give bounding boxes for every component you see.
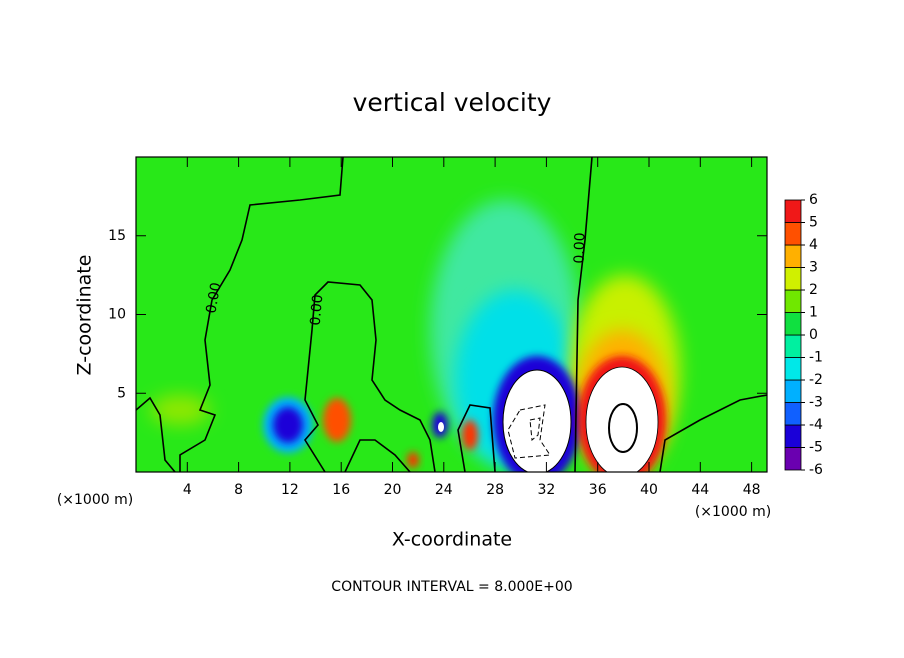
contour-interval: CONTOUR INTERVAL = 8.000E+00 (331, 579, 572, 595)
colorbar-tick-label: 6 (809, 192, 818, 208)
colorbar-tick-label: 3 (809, 260, 818, 276)
x-tick-label: 48 (743, 482, 761, 498)
colorbar-box (784, 357, 802, 381)
x-axis-title: X-coordinate (392, 529, 512, 551)
contour-labels: 0.00 0.00 0.00 (203, 232, 588, 326)
colorbar-tick-label: 1 (809, 305, 818, 321)
colorbar-tick-label: -5 (809, 440, 823, 456)
y-tick-label: 10 (108, 307, 126, 323)
colorbar-box (784, 379, 802, 403)
x-tick-label: 40 (640, 482, 658, 498)
x-tick-label: 8 (234, 482, 243, 498)
x-tick-label: 36 (589, 482, 607, 498)
y-tick-label: 5 (117, 385, 126, 401)
colorbar-box (784, 334, 802, 358)
contour-label: 0.00 (203, 281, 224, 314)
colorbar-box (784, 424, 802, 448)
y-axis-title: Z-coordinate (74, 255, 96, 376)
colorbar-tick-label: -3 (809, 395, 823, 411)
y-tick-label: 15 (108, 228, 126, 244)
x-tick-label: 12 (281, 482, 299, 498)
x-tick-label: 16 (332, 482, 350, 498)
x-tick-label: 32 (537, 482, 555, 498)
x-tick-label: 24 (435, 482, 453, 498)
unit-label: (×1000 m) (57, 492, 133, 508)
colorbar-tick-label: -2 (809, 372, 823, 388)
colorbar-box (784, 222, 802, 246)
contour-label: 0.00 (308, 294, 327, 326)
colorbar-box (784, 199, 802, 223)
x-tick-label: 20 (384, 482, 402, 498)
colorbar-tick-label: 5 (809, 215, 818, 231)
colorbar-tick-label: -6 (809, 462, 823, 478)
chart-title: vertical velocity (353, 88, 552, 117)
colorbar-tick-label: 0 (809, 327, 818, 343)
colorbar-tick-label: 4 (809, 237, 818, 253)
colorbar-box (784, 402, 802, 426)
unit-label: (×1000 m) (695, 504, 771, 520)
contour-label: 0.00 (571, 232, 588, 264)
field (136, 157, 767, 472)
x-tick-label: 4 (183, 482, 192, 498)
colorbar-tick-label: -4 (809, 417, 823, 433)
colorbar-tick-label: -1 (809, 350, 823, 366)
colorbar-box (784, 267, 802, 291)
colorbar-box (784, 312, 802, 336)
colorbar-box (784, 289, 802, 313)
x-tick-label: 44 (691, 482, 709, 498)
colorbar-box (784, 244, 802, 268)
colorbar-box (784, 447, 802, 471)
colorbar-tick-label: 2 (809, 282, 818, 298)
x-tick-label: 28 (486, 482, 504, 498)
